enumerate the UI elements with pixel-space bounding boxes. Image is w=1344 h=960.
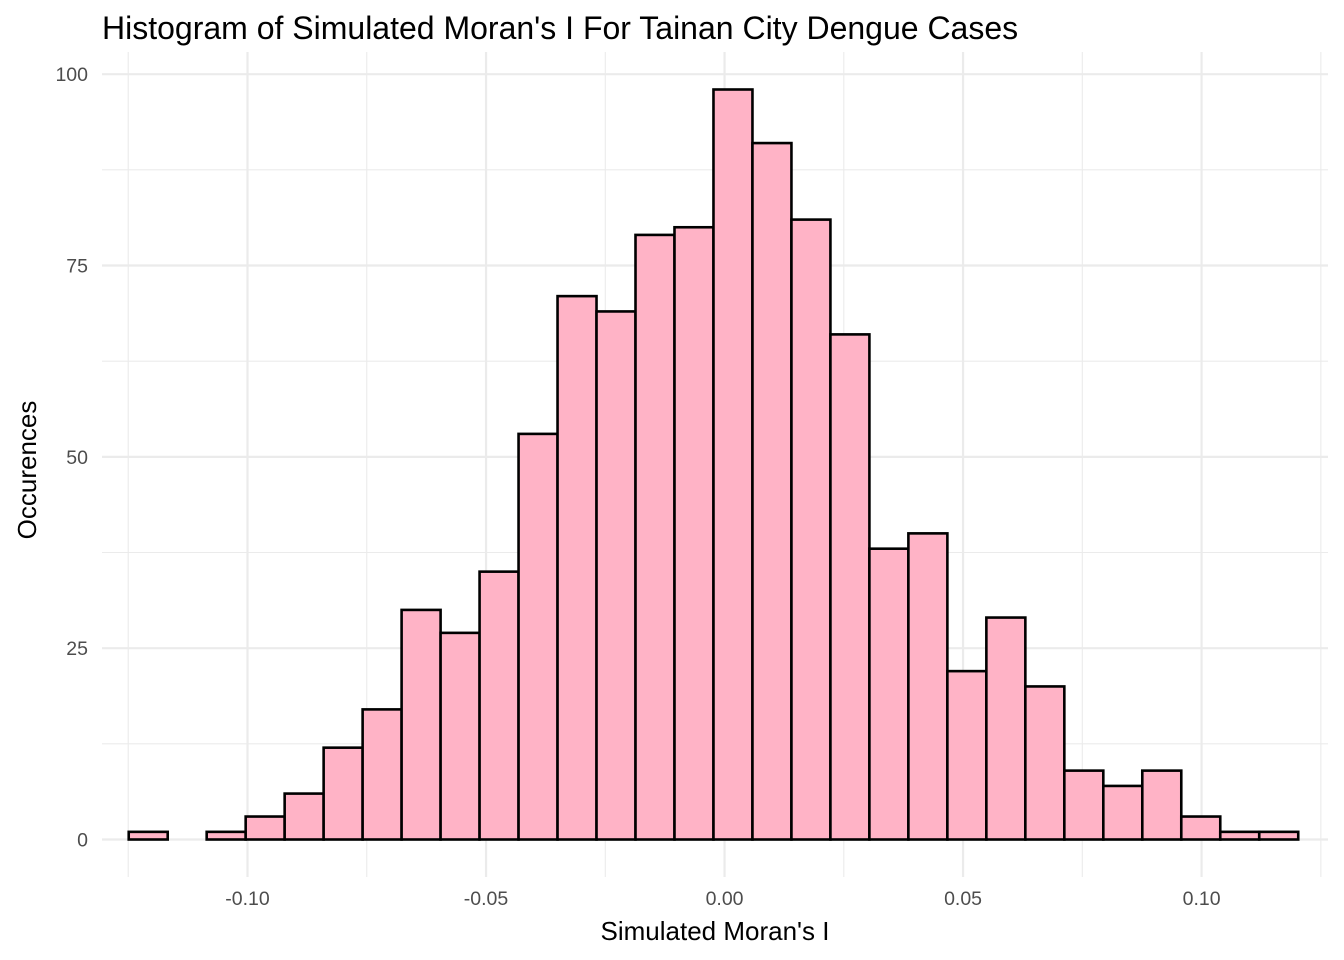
histogram-bar <box>361 708 403 841</box>
histogram-bar <box>283 792 325 841</box>
histogram-bar <box>595 310 637 841</box>
histogram-bar <box>1179 815 1222 841</box>
histogram-bar <box>751 141 793 841</box>
histogram-bar <box>517 432 559 841</box>
x-tick-label: 0.00 <box>706 888 744 910</box>
histogram-bar <box>322 746 364 841</box>
histogram-bar <box>907 532 949 841</box>
histogram-bar <box>634 233 676 841</box>
histogram-bar <box>478 570 520 841</box>
chart-title: Histogram of Simulated Moran's I For Tai… <box>102 10 1018 46</box>
x-tick-label: 0.10 <box>1183 888 1221 910</box>
histogram-bar <box>1218 830 1261 841</box>
x-axis-tick-labels: -0.10 -0.05 0.00 0.05 0.10 <box>225 888 1220 910</box>
histogram-bar <box>439 631 481 841</box>
histogram-bar <box>712 88 754 841</box>
x-axis-title: Simulated Moran's I <box>601 916 830 946</box>
histogram-bar <box>1257 830 1300 841</box>
histogram-bar <box>1140 769 1183 841</box>
histogram-bar <box>790 218 832 841</box>
y-tick-label: 50 <box>66 447 88 469</box>
y-tick-label: 100 <box>55 64 88 86</box>
y-axis-title: Occurences <box>12 401 42 540</box>
y-axis-tick-labels: 0 25 50 75 100 <box>55 64 88 851</box>
y-tick-label: 0 <box>77 830 88 852</box>
histogram-bar <box>556 294 598 841</box>
histogram-bar <box>1102 784 1144 841</box>
histogram-bar <box>1024 685 1066 841</box>
y-tick-label: 75 <box>66 256 88 278</box>
histogram-bar <box>244 815 286 841</box>
histogram-bar <box>127 830 169 841</box>
histogram-bar <box>1063 769 1105 841</box>
histogram-bar <box>673 225 715 841</box>
x-tick-label: 0.05 <box>944 888 982 910</box>
x-tick-label: -0.05 <box>464 888 509 910</box>
y-tick-label: 25 <box>66 638 88 660</box>
histogram-bar <box>829 333 871 841</box>
histogram-bar <box>946 669 988 841</box>
histogram-bar <box>400 608 442 841</box>
histogram-bars <box>127 88 1300 841</box>
histogram-bar <box>205 830 247 841</box>
x-tick-label: -0.10 <box>225 888 270 910</box>
histogram-bar <box>868 547 910 841</box>
histogram-bar <box>985 616 1027 841</box>
